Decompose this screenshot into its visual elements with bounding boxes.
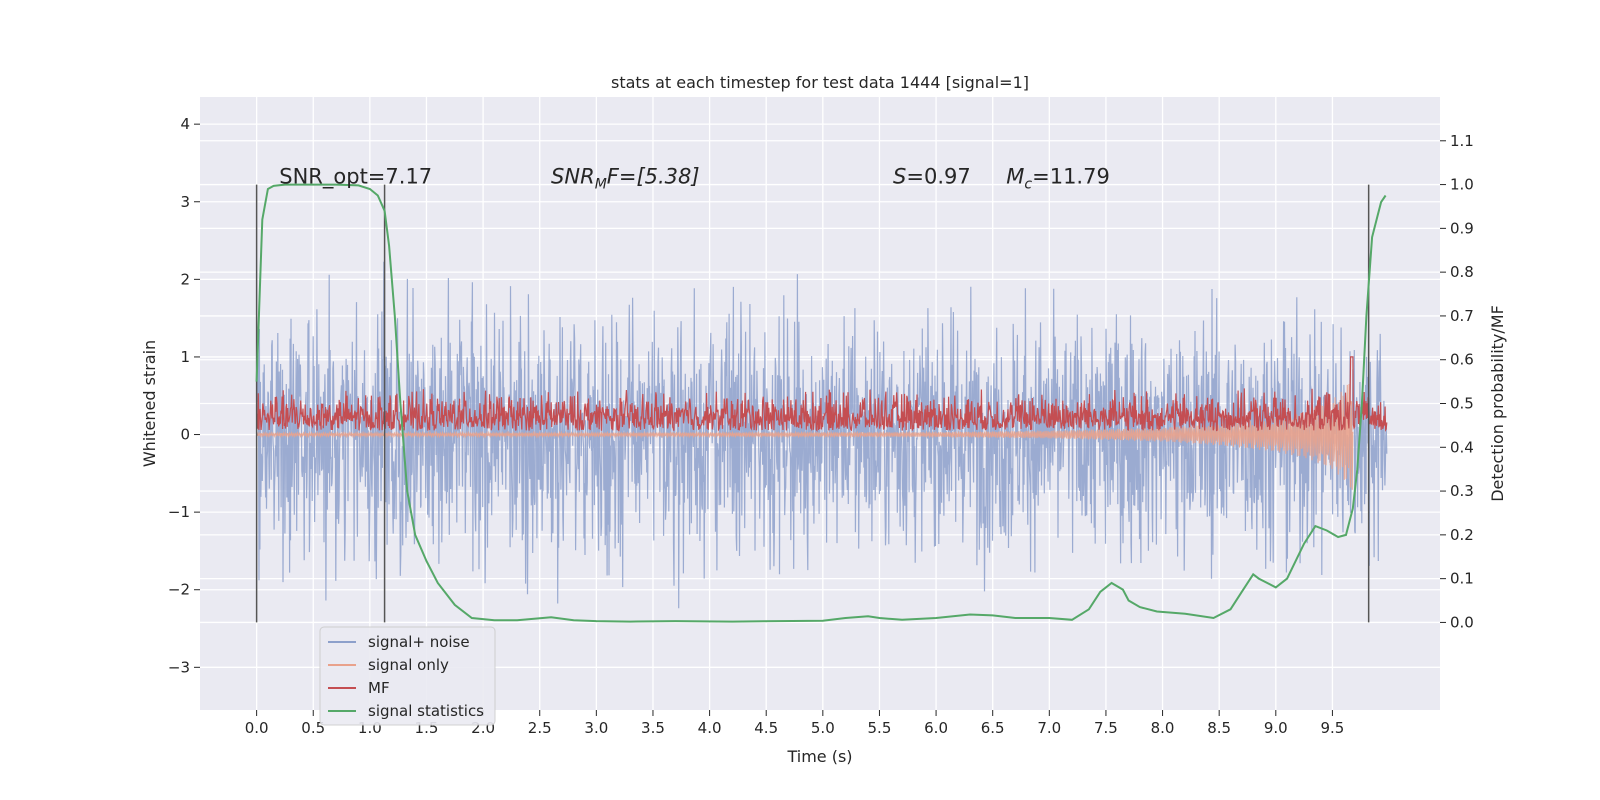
y-tick-label: −1 [168,503,190,521]
x-tick-label: 4.5 [754,719,778,737]
legend-box [319,626,496,726]
x-tick-label: 3.5 [641,719,665,737]
series-mf-line [256,356,1388,433]
x-tick-label: 7.0 [1037,719,1061,737]
annotation-mc: Mc=11.79 [1006,165,1110,193]
x-tick-label: 8.0 [1151,719,1175,737]
y-tick-label: 0 [180,426,190,444]
y-right-tick-label: 0.1 [1450,570,1474,588]
annotation-mc-suffix: =11.79 [1032,165,1110,189]
x-tick-label: 8.5 [1207,719,1231,737]
y-tick-label: 2 [180,270,190,288]
x-tick-label: 6.5 [981,719,1005,737]
legend-label: signal only [368,656,449,674]
annotation-snr-opt: SNR_opt=7.17 [279,165,432,190]
annotation-snr-mf-suffix: F=[5.38] [607,165,700,189]
y-tick-label: 1 [180,348,190,366]
legend-label: signal+ noise [368,633,470,651]
legend-label: signal statistics [368,702,484,720]
x-tick-label: 5.5 [868,719,892,737]
y-axis-right: 1.1 1.0 0.9 0.8 0.7 0.6 0.5 0.4 0.3 0.2 0.1 0.0 [1440,132,1474,631]
annotation-snr-mf: SNRMF=[5.38] [551,165,700,193]
y-right-tick-label: 0.9 [1450,219,1474,237]
annotation-s-suffix: =0.97 [906,165,970,189]
legend: signal+ noise signal only MF signal statist… [319,626,496,726]
x-tick-label: 9.0 [1264,719,1288,737]
annotation-s-base: S [893,165,906,189]
y-right-tick-label: 0.4 [1450,438,1474,456]
y-axis-label: Whitened strain [140,340,159,467]
annotation-mc-sub: c [1024,177,1032,193]
x-tick-label: 4.0 [698,719,722,737]
y-tick-label: 3 [180,193,190,211]
x-tick-label: 9.5 [1320,719,1344,737]
y-right-tick-label: 0.2 [1450,526,1474,544]
y-tick-label: −2 [168,581,190,599]
y-right-tick-label: 0.3 [1450,482,1474,500]
annotation-snr-mf-sub: M [595,177,607,193]
x-tick-label: 5.0 [811,719,835,737]
y-right-tick-label: 0.8 [1450,263,1474,281]
x-tick-label: 3.0 [584,719,608,737]
y-axis-right-label: Detection probability/MF [1488,305,1507,502]
y-right-tick-label: 0.7 [1450,307,1474,325]
y-right-tick-label: 0.0 [1450,613,1474,631]
y-tick-label: −3 [168,658,190,676]
annotation-snr-mf-base: SNR [551,165,595,189]
x-tick-label: 7.5 [1094,719,1118,737]
series-signal-noise-line [256,261,1388,609]
x-tick-label: 0.5 [301,719,325,737]
annotation-mc-base: M [1006,165,1024,189]
y-axis-left: 4 3 2 1 0 −1 −2 −3 [168,115,200,676]
y-tick-label: 4 [180,115,190,133]
series-signal-only-line [256,383,1354,490]
y-right-tick-label: 0.5 [1450,395,1474,413]
y-right-tick-label: 1.0 [1450,176,1474,194]
x-axis-label: Time (s) [786,747,852,766]
chart-title: stats at each timestep for test data 144… [611,73,1029,92]
annotation-s-value: S=0.97 [893,165,971,189]
x-tick-label: 0.0 [245,719,269,737]
y-right-tick-label: 1.1 [1450,132,1474,150]
series-signal-statistics-line [255,183,1387,623]
y-right-tick-label: 0.6 [1450,351,1474,369]
legend-label: MF [368,679,390,697]
x-tick-label: 6.0 [924,719,948,737]
x-tick-label: 2.5 [528,719,552,737]
